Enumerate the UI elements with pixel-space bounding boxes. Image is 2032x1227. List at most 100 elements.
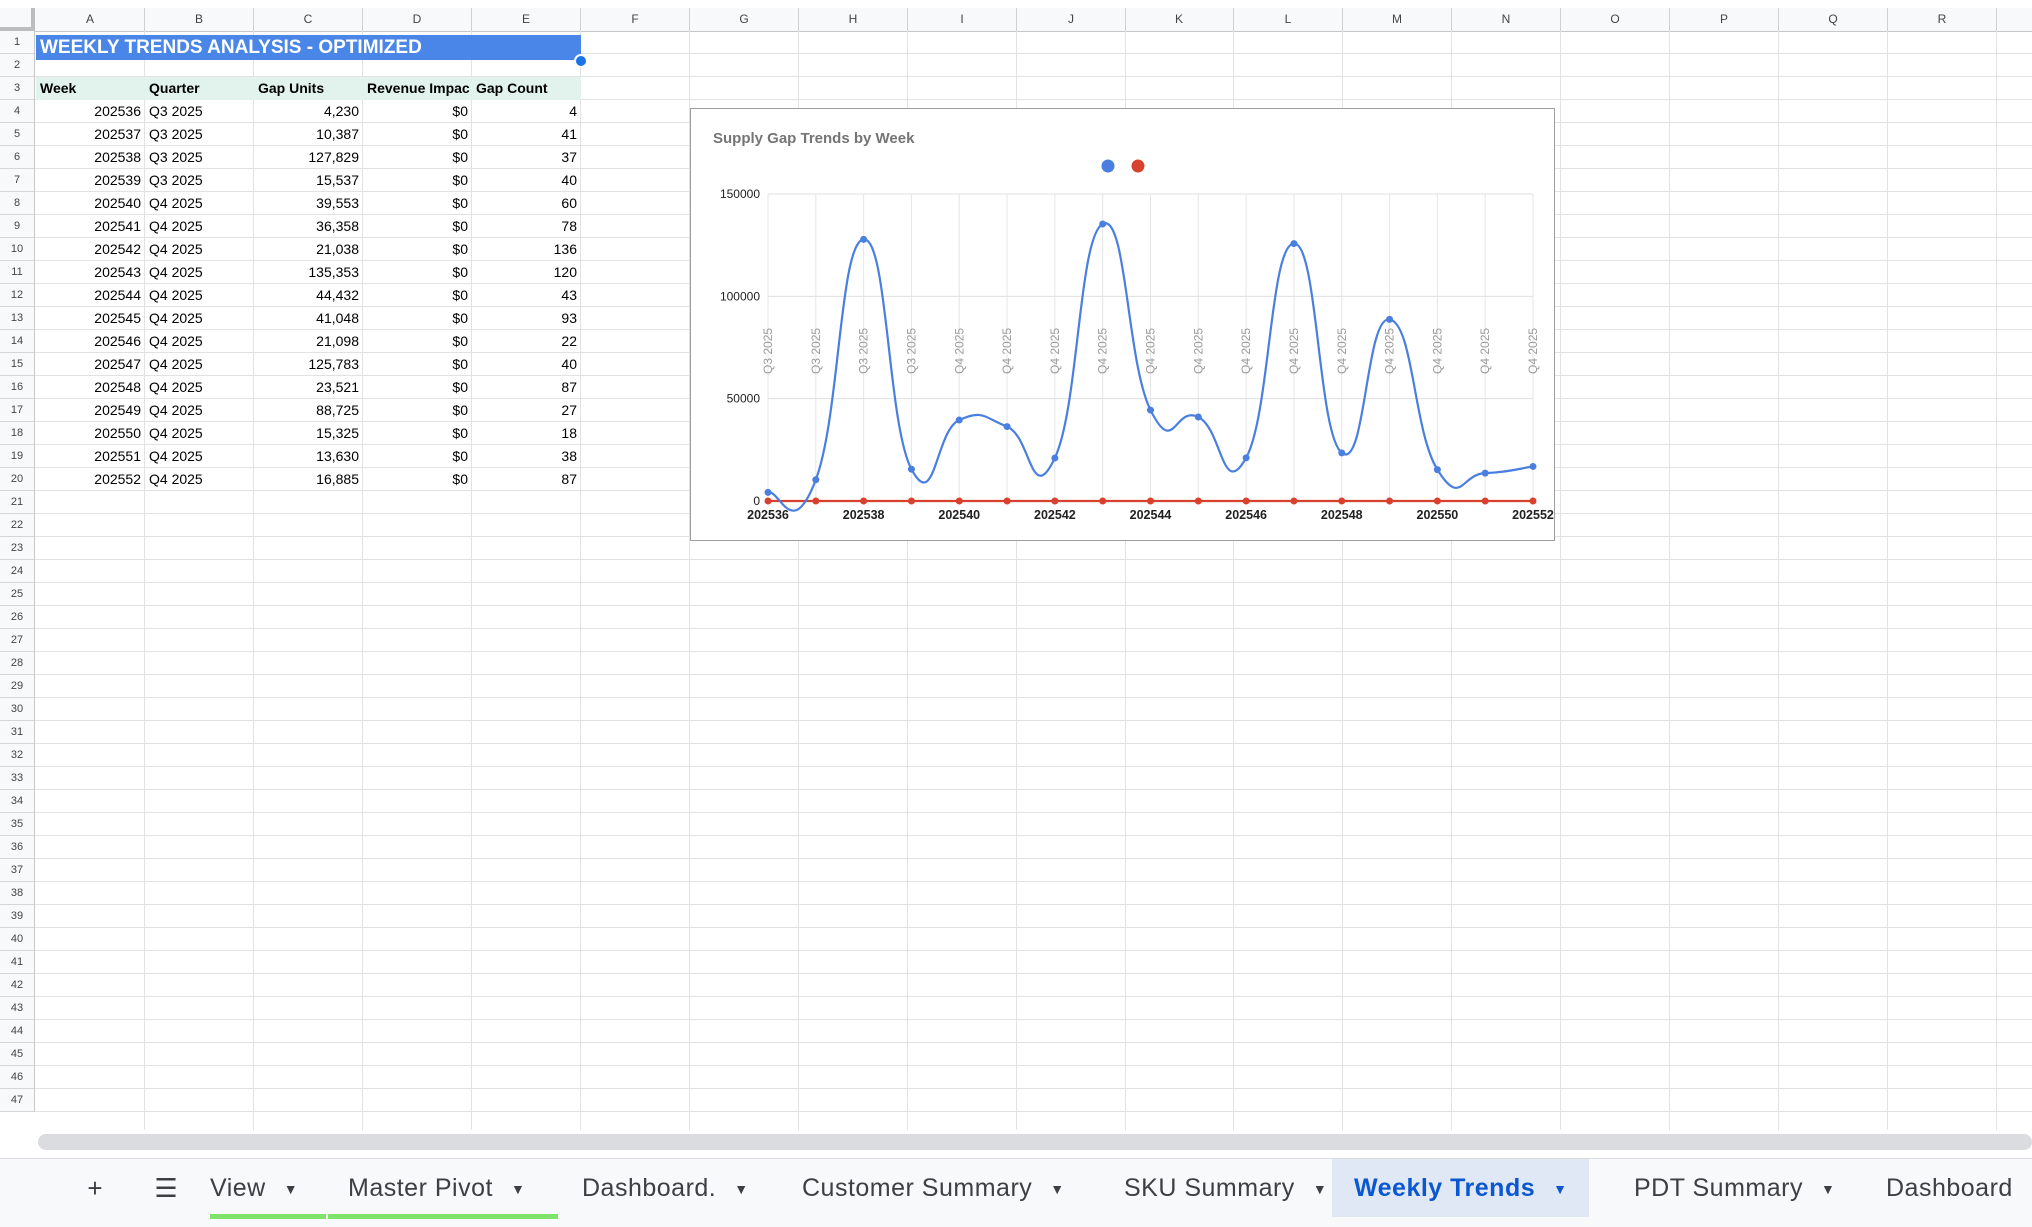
row-header-20[interactable]: 20 bbox=[0, 468, 35, 491]
data-cell[interactable]: 88,725 bbox=[316, 402, 359, 418]
row-header-46[interactable]: 46 bbox=[0, 1066, 35, 1089]
row-header-2[interactable]: 2 bbox=[0, 54, 35, 77]
data-cell[interactable]: Q3 2025 bbox=[149, 172, 203, 188]
data-cell[interactable]: 40 bbox=[561, 356, 577, 372]
row-header-43[interactable]: 43 bbox=[0, 997, 35, 1020]
data-cell[interactable]: $0 bbox=[452, 333, 468, 349]
tab-dropdown-chevron-icon[interactable]: ▼ bbox=[1553, 1181, 1568, 1198]
sheet-tab-weekly-trends[interactable]: Weekly Trends ▼ bbox=[1332, 1159, 1590, 1217]
data-cell[interactable]: $0 bbox=[452, 126, 468, 142]
row-header-34[interactable]: 34 bbox=[0, 790, 35, 813]
column-header-g[interactable]: G bbox=[690, 8, 799, 31]
data-cell[interactable]: $0 bbox=[452, 172, 468, 188]
data-cell[interactable]: 202544 bbox=[94, 287, 141, 303]
row-header-30[interactable]: 30 bbox=[0, 698, 35, 721]
data-cell[interactable]: 87 bbox=[561, 379, 577, 395]
data-cell[interactable]: $0 bbox=[452, 310, 468, 326]
supply-gap-chart[interactable]: Supply Gap Trends by Week 150000 100000 500… bbox=[690, 108, 1555, 541]
column-header-q[interactable]: Q bbox=[1779, 8, 1888, 31]
row-header-38[interactable]: 38 bbox=[0, 882, 35, 905]
row-header-47[interactable]: 47 bbox=[0, 1089, 35, 1112]
row-header-3[interactable]: 3 bbox=[0, 77, 35, 100]
row-header-37[interactable]: 37 bbox=[0, 859, 35, 882]
sheet-tab-master-pivot[interactable]: Master Pivot ▼ bbox=[348, 1159, 525, 1217]
data-cell[interactable]: 21,098 bbox=[316, 333, 359, 349]
tab-dropdown-chevron-icon[interactable]: ▼ bbox=[510, 1181, 526, 1198]
data-cell[interactable]: $0 bbox=[452, 425, 468, 441]
sheet-tab-customer-summary[interactable]: Customer Summary ▼ bbox=[802, 1159, 1065, 1217]
data-cell[interactable]: 202549 bbox=[94, 402, 141, 418]
all-sheets-menu-icon[interactable]: ☰ bbox=[154, 1173, 178, 1203]
data-cell[interactable]: 202545 bbox=[94, 310, 141, 326]
row-header-36[interactable]: 36 bbox=[0, 836, 35, 859]
row-header-32[interactable]: 32 bbox=[0, 744, 35, 767]
data-cell[interactable]: $0 bbox=[452, 103, 468, 119]
data-cell[interactable]: 13,630 bbox=[316, 448, 359, 464]
column-header-a[interactable]: A bbox=[36, 8, 145, 31]
data-cell[interactable]: $0 bbox=[452, 241, 468, 257]
row-header-5[interactable]: 5 bbox=[0, 123, 35, 146]
data-cell[interactable]: 202536 bbox=[94, 103, 141, 119]
row-header-33[interactable]: 33 bbox=[0, 767, 35, 790]
row-header-17[interactable]: 17 bbox=[0, 399, 35, 422]
data-cell[interactable]: 202540 bbox=[94, 195, 141, 211]
data-cell[interactable]: 27 bbox=[561, 402, 577, 418]
column-header-n[interactable]: N bbox=[1452, 8, 1561, 31]
row-header-18[interactable]: 18 bbox=[0, 422, 35, 445]
row-header-39[interactable]: 39 bbox=[0, 905, 35, 928]
sheet-title[interactable]: WEEKLY TRENDS ANALYSIS - OPTIMIZED bbox=[36, 35, 581, 60]
row-header-40[interactable]: 40 bbox=[0, 928, 35, 951]
header-cell[interactable]: Week bbox=[36, 77, 145, 100]
data-cell[interactable]: 15,537 bbox=[316, 172, 359, 188]
row-header-29[interactable]: 29 bbox=[0, 675, 35, 698]
data-cell[interactable]: Q4 2025 bbox=[149, 241, 203, 257]
data-cell[interactable]: 127,829 bbox=[308, 149, 359, 165]
data-cell[interactable]: Q4 2025 bbox=[149, 310, 203, 326]
data-cell[interactable]: $0 bbox=[452, 402, 468, 418]
column-header-b[interactable]: B bbox=[145, 8, 254, 31]
row-header-27[interactable]: 27 bbox=[0, 629, 35, 652]
data-cell[interactable]: Q4 2025 bbox=[149, 379, 203, 395]
data-cell[interactable]: 41,048 bbox=[316, 310, 359, 326]
data-cell[interactable]: 41 bbox=[561, 126, 577, 142]
column-header-e[interactable]: E bbox=[472, 8, 581, 31]
row-header-25[interactable]: 25 bbox=[0, 583, 35, 606]
data-cell[interactable]: 15,325 bbox=[316, 425, 359, 441]
data-cell[interactable]: 43 bbox=[561, 287, 577, 303]
row-header-10[interactable]: 10 bbox=[0, 238, 35, 261]
data-cell[interactable]: 18 bbox=[561, 425, 577, 441]
row-header-19[interactable]: 19 bbox=[0, 445, 35, 468]
row-header-13[interactable]: 13 bbox=[0, 307, 35, 330]
data-cell[interactable]: 23,521 bbox=[316, 379, 359, 395]
column-header-l[interactable]: L bbox=[1234, 8, 1343, 31]
data-cell[interactable]: Q4 2025 bbox=[149, 448, 203, 464]
tab-dropdown-chevron-icon[interactable]: ▼ bbox=[1312, 1181, 1328, 1198]
data-cell[interactable]: 10,387 bbox=[316, 126, 359, 142]
data-cell[interactable]: 202543 bbox=[94, 264, 141, 280]
data-cell[interactable]: 60 bbox=[561, 195, 577, 211]
data-cell[interactable]: Q4 2025 bbox=[149, 425, 203, 441]
header-cell[interactable]: Gap Count bbox=[472, 77, 581, 100]
sheet-tab-sku-summary[interactable]: SKU Summary ▼ bbox=[1124, 1159, 1327, 1217]
data-cell[interactable]: 4 bbox=[569, 103, 577, 119]
header-cell[interactable]: Gap Units bbox=[254, 77, 363, 100]
column-header-k[interactable]: K bbox=[1125, 8, 1234, 31]
row-header-8[interactable]: 8 bbox=[0, 192, 35, 215]
column-header-m[interactable]: M bbox=[1343, 8, 1452, 31]
data-cell[interactable]: 21,038 bbox=[316, 241, 359, 257]
data-cell[interactable]: $0 bbox=[452, 195, 468, 211]
tab-dropdown-chevron-icon[interactable]: ▼ bbox=[734, 1181, 749, 1198]
column-header-j[interactable]: J bbox=[1017, 8, 1126, 31]
data-cell[interactable]: Q4 2025 bbox=[149, 264, 203, 280]
row-header-31[interactable]: 31 bbox=[0, 721, 35, 744]
sheet-tab-dashboard[interactable]: Dashboard bbox=[1886, 1159, 2013, 1217]
data-cell[interactable]: 202552 bbox=[94, 471, 141, 487]
data-cell[interactable]: 202547 bbox=[94, 356, 141, 372]
data-cell[interactable]: Q3 2025 bbox=[149, 149, 203, 165]
data-cell[interactable]: 202551 bbox=[94, 448, 141, 464]
row-header-6[interactable]: 6 bbox=[0, 146, 35, 169]
data-cell[interactable]: Q3 2025 bbox=[149, 126, 203, 142]
row-header-15[interactable]: 15 bbox=[0, 353, 35, 376]
column-header-f[interactable]: F bbox=[581, 8, 690, 31]
data-cell[interactable]: 87 bbox=[561, 471, 577, 487]
